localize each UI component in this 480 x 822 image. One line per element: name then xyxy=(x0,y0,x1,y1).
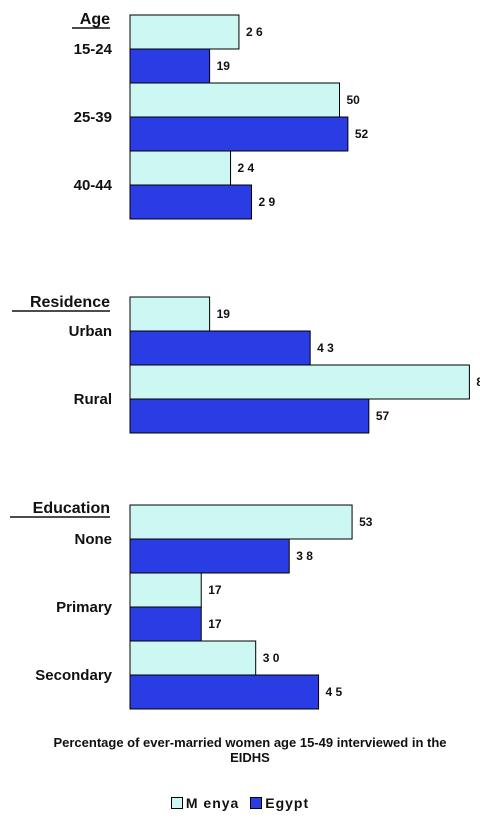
category-label-urban: Urban xyxy=(69,323,112,340)
bar-egypt-rural xyxy=(129,398,370,434)
group-heading-residence: Residence xyxy=(30,294,110,311)
bar-m-enya-primary xyxy=(129,572,202,608)
bar-m-enya-40-44 xyxy=(129,150,232,186)
legend-item-egypt: Egypt xyxy=(250,795,309,811)
value-label-egypt-25-39: 52 xyxy=(355,127,369,141)
group-heading-age: Age xyxy=(80,11,110,28)
bar-m-enya-urban xyxy=(129,296,211,332)
bar-m-enya-none xyxy=(129,504,353,540)
value-label-m-enya-25-39: 50 xyxy=(347,93,361,107)
value-label-m-enya-urban: 19 xyxy=(217,307,231,321)
group-heading-education: Education xyxy=(33,500,110,517)
category-label-25-39: 25-39 xyxy=(74,109,112,126)
value-label-egypt-40-44: 2 9 xyxy=(259,195,276,209)
bar-m-enya-rural xyxy=(129,364,470,400)
x-axis-label: Percentage of ever-married women age 15-… xyxy=(53,735,447,765)
value-label-egypt-urban: 4 3 xyxy=(317,341,334,355)
category-label-primary: Primary xyxy=(56,599,113,616)
legend-swatch-menya xyxy=(170,797,183,809)
value-label-m-enya-15-24: 2 6 xyxy=(246,25,263,39)
category-label-rural: Rural xyxy=(74,391,112,408)
bar-egypt-none xyxy=(129,538,290,574)
value-label-egypt-15-24: 19 xyxy=(217,59,231,73)
value-label-m-enya-40-44: 2 4 xyxy=(238,161,255,175)
legend-item-menya: M enya xyxy=(170,795,240,811)
bar-egypt-primary xyxy=(129,606,202,642)
legend-swatch-egypt xyxy=(250,797,263,809)
value-label-egypt-rural: 57 xyxy=(376,409,390,423)
value-label-m-enya-none: 53 xyxy=(359,515,373,529)
value-label-m-enya-primary: 17 xyxy=(208,583,222,597)
bar-m-enya-15-24 xyxy=(129,14,240,50)
category-label-none: None xyxy=(75,531,113,548)
value-label-m-enya-secondary: 3 0 xyxy=(263,651,280,665)
value-label-egypt-secondary: 4 5 xyxy=(326,685,343,699)
bar-egypt-25-39 xyxy=(129,116,349,152)
value-label-egypt-none: 3 8 xyxy=(296,549,313,563)
value-label-egypt-primary: 17 xyxy=(208,617,222,631)
category-label-15-24: 15-24 xyxy=(74,41,113,58)
bar-egypt-urban xyxy=(129,330,311,366)
bar-egypt-secondary xyxy=(129,674,320,710)
category-label-secondary: Secondary xyxy=(35,667,112,684)
value-label-m-enya-rural: 8 1 xyxy=(476,375,480,389)
legend-label-egypt: Egypt xyxy=(265,795,310,811)
bar-m-enya-secondary xyxy=(129,640,257,676)
bar-egypt-40-44 xyxy=(129,184,253,220)
category-label-40-44: 40-44 xyxy=(74,177,113,194)
bar-egypt-15-24 xyxy=(129,48,211,84)
legend: M enya Egypt xyxy=(0,795,480,812)
legend-label-menya: M enya xyxy=(185,795,240,811)
bar-m-enya-25-39 xyxy=(129,82,340,118)
